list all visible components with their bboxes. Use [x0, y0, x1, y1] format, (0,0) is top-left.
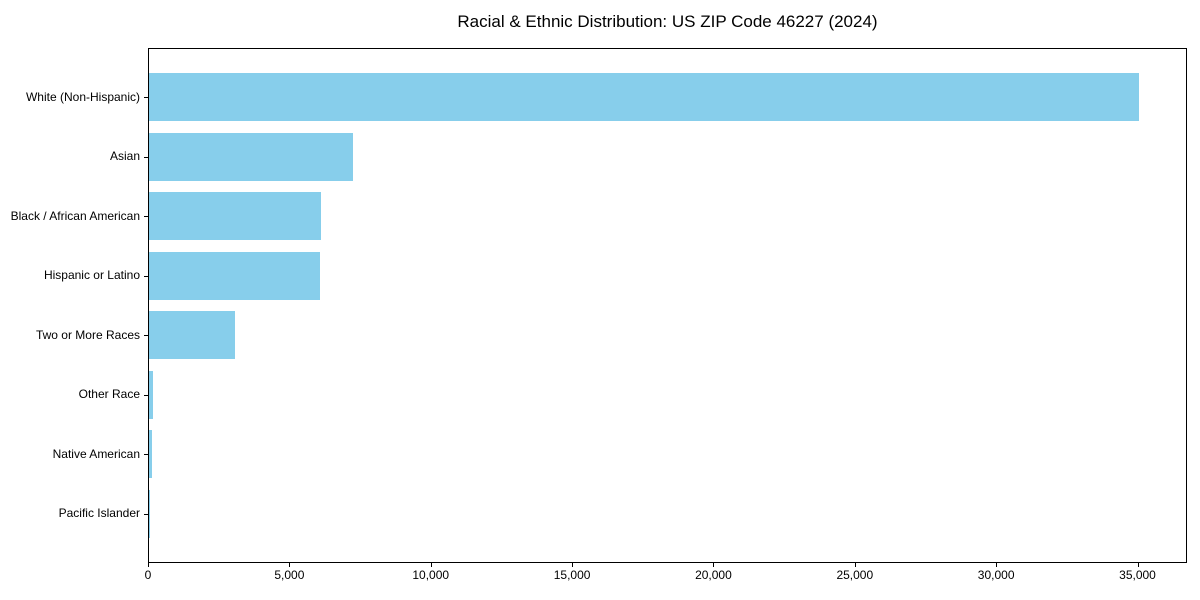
bar-3 — [149, 192, 322, 241]
bar-2 — [149, 132, 353, 181]
bar-7 — [149, 430, 152, 479]
x-tick-mark — [430, 563, 432, 567]
chart-plot-area — [148, 48, 1187, 563]
x-tick-label: 0 — [144, 568, 152, 582]
x-tick-label: 10,000 — [412, 568, 450, 582]
x-tick-mark — [996, 563, 998, 567]
y-tick-mark — [144, 513, 148, 515]
x-tick-label: 30,000 — [977, 568, 1015, 582]
x-tick-mark — [148, 563, 149, 567]
y-tick-mark — [144, 216, 148, 218]
y-tick-mark — [144, 454, 148, 456]
x-tick-label: 15,000 — [553, 568, 591, 582]
y-tick-mark — [144, 275, 148, 277]
x-tick-mark — [1137, 563, 1139, 567]
y-tick-mark — [144, 156, 148, 158]
y-tick-label: Hispanic or Latino — [43, 268, 140, 283]
y-tick-label: Asian — [109, 149, 140, 164]
x-tick-label: 35,000 — [1119, 568, 1156, 582]
bar-5 — [149, 311, 236, 360]
x-tick-label: 5,000 — [274, 568, 305, 582]
bar-1 — [149, 73, 1139, 121]
bar-8 — [149, 489, 150, 538]
y-tick-label: Native American — [52, 446, 140, 461]
y-tick-label: Pacific Islander — [58, 506, 140, 521]
y-tick-mark — [144, 335, 148, 337]
x-tick-label: 25,000 — [836, 568, 874, 582]
bar-4 — [149, 251, 321, 300]
bar-6 — [149, 370, 154, 419]
y-tick-mark — [144, 97, 148, 98]
y-tick-label: Other Race — [78, 387, 140, 402]
x-tick-mark — [854, 563, 856, 567]
x-tick-mark — [289, 563, 291, 567]
x-tick-label: 20,000 — [695, 568, 732, 582]
y-tick-label: White (Non-Hispanic) — [25, 89, 140, 104]
x-tick-mark — [713, 563, 715, 567]
y-tick-label: Black / African American — [10, 208, 140, 223]
chart-title: Racial & Ethnic Distribution: US ZIP Cod… — [457, 12, 878, 31]
y-tick-label: Two or More Races — [35, 327, 140, 342]
y-tick-mark — [144, 394, 148, 396]
x-tick-mark — [572, 563, 574, 567]
